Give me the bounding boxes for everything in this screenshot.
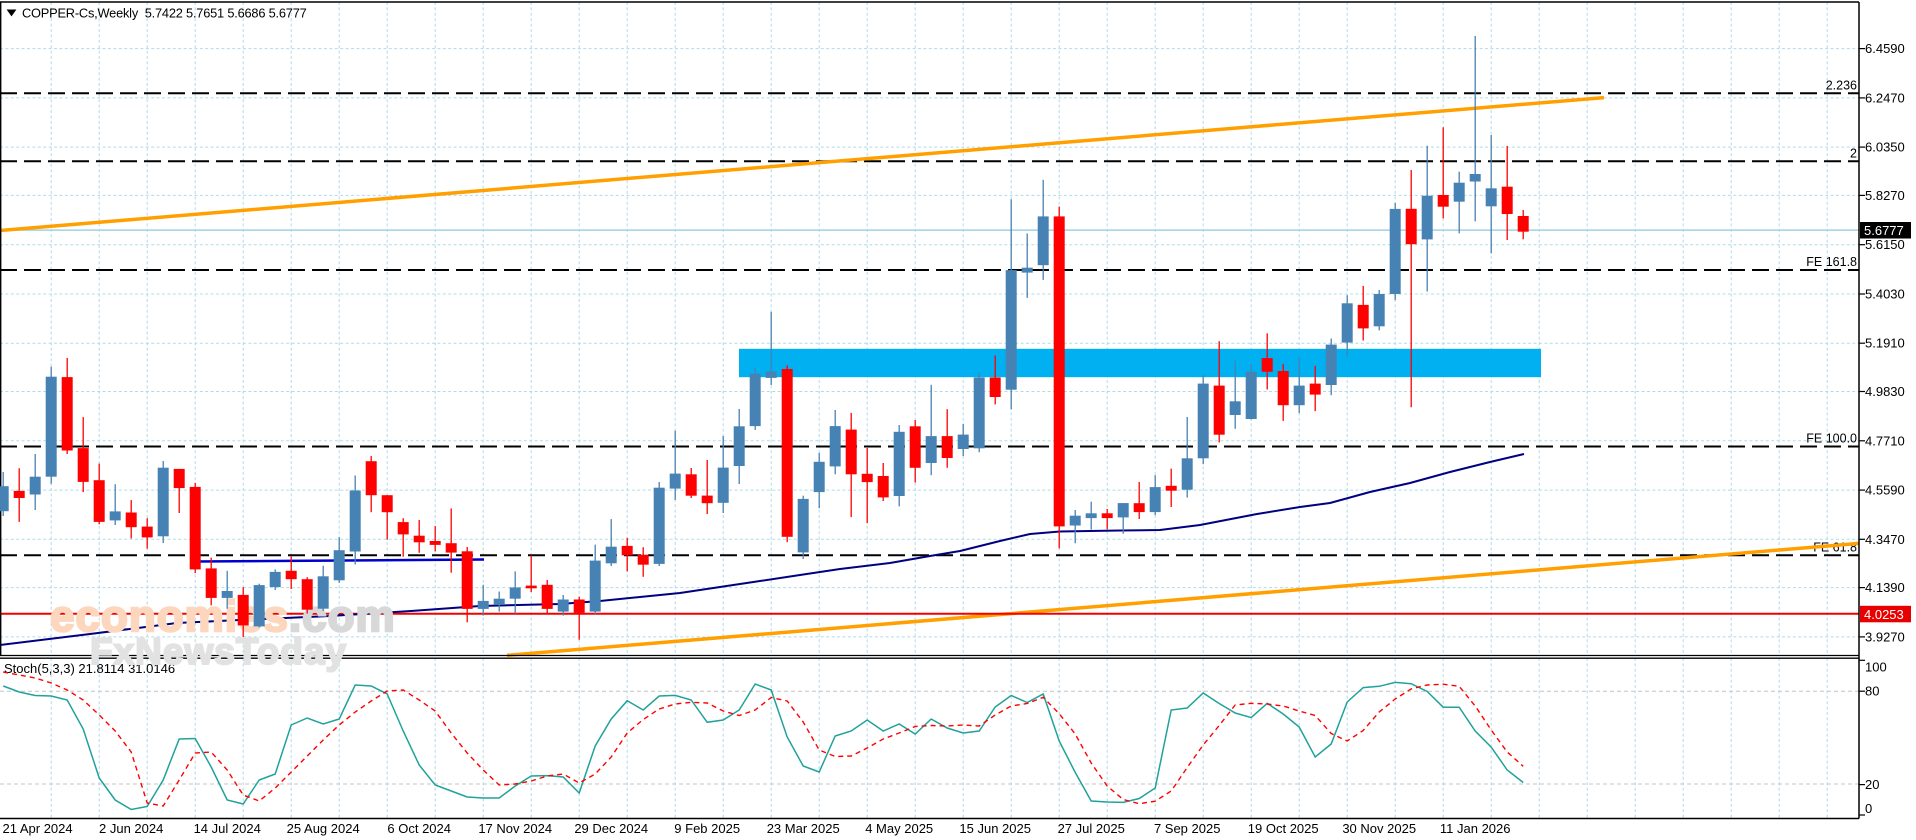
svg-text:3.9270: 3.9270: [1865, 629, 1905, 644]
svg-text:4.5590: 4.5590: [1865, 483, 1905, 498]
svg-text:4.9830: 4.9830: [1865, 384, 1905, 399]
svg-text:17 Nov 2024: 17 Nov 2024: [478, 821, 552, 836]
svg-text:25 Aug 2024: 25 Aug 2024: [287, 821, 360, 836]
svg-text:4.7710: 4.7710: [1865, 433, 1905, 448]
svg-text:COPPER-Cs,Weekly 5.7422 5.765: COPPER-Cs,Weekly 5.7422 5.7651 5.6686 5.…: [22, 6, 307, 21]
svg-text:15 Jun 2025: 15 Jun 2025: [959, 821, 1031, 836]
svg-text:5.6777: 5.6777: [1864, 223, 1904, 238]
svg-text:FE 100.0: FE 100.0: [1806, 432, 1857, 446]
svg-text:80: 80: [1865, 684, 1879, 699]
svg-text:6.0350: 6.0350: [1865, 140, 1905, 155]
svg-text:FE 161.8: FE 161.8: [1806, 255, 1857, 269]
svg-text:5.8270: 5.8270: [1865, 188, 1905, 203]
svg-text:30 Nov 2025: 30 Nov 2025: [1342, 821, 1416, 836]
svg-text:Stoch(5,3,3) 21.8114 31.0146: Stoch(5,3,3) 21.8114 31.0146: [4, 661, 175, 676]
svg-text:4 May 2025: 4 May 2025: [865, 821, 933, 836]
svg-text:5.4030: 5.4030: [1865, 287, 1905, 302]
svg-text:5.6150: 5.6150: [1865, 237, 1905, 252]
svg-text:19 Oct 2025: 19 Oct 2025: [1248, 821, 1319, 836]
svg-text:4.0253: 4.0253: [1864, 607, 1904, 622]
svg-text:4.3470: 4.3470: [1865, 532, 1905, 547]
svg-text:FxNewsToday: FxNewsToday: [90, 631, 347, 672]
svg-text:9 Feb 2025: 9 Feb 2025: [674, 821, 740, 836]
svg-text:20: 20: [1865, 777, 1879, 792]
svg-text:23 Mar 2025: 23 Mar 2025: [767, 821, 840, 836]
svg-text:14 Jul 2024: 14 Jul 2024: [194, 821, 261, 836]
svg-text:2: 2: [1850, 146, 1857, 160]
svg-text:2.236: 2.236: [1826, 78, 1857, 92]
svg-text:7 Sep 2025: 7 Sep 2025: [1154, 821, 1221, 836]
svg-text:11 Jan 2026: 11 Jan 2026: [1440, 821, 1511, 836]
svg-text:6.4590: 6.4590: [1865, 41, 1905, 56]
svg-text:5.1910: 5.1910: [1865, 336, 1905, 351]
svg-text:0: 0: [1865, 801, 1872, 816]
svg-text:economies.com: economies.com: [50, 592, 396, 641]
svg-text:4.1390: 4.1390: [1865, 580, 1905, 595]
svg-text:100: 100: [1865, 660, 1887, 675]
svg-text:6.2470: 6.2470: [1865, 90, 1905, 105]
svg-text:2 Jun 2024: 2 Jun 2024: [99, 821, 163, 836]
svg-text:29 Dec 2024: 29 Dec 2024: [574, 821, 648, 836]
svg-text:6 Oct 2024: 6 Oct 2024: [387, 821, 451, 836]
svg-text:27 Jul 2025: 27 Jul 2025: [1058, 821, 1125, 836]
svg-text:21 Apr 2024: 21 Apr 2024: [3, 821, 73, 836]
